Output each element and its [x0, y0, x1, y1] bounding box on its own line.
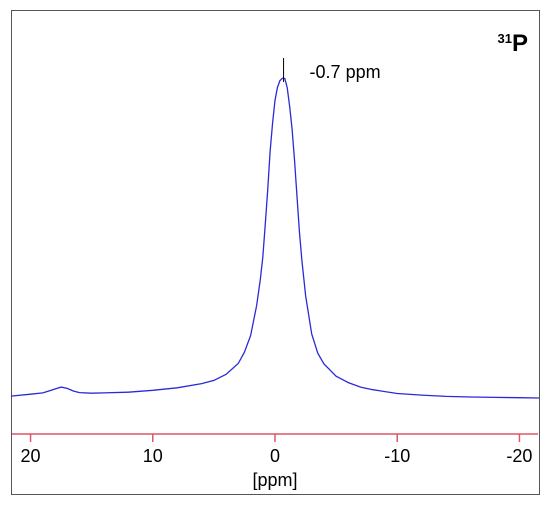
x-tick-label: 10 — [143, 446, 163, 466]
x-tick-label: 20 — [21, 446, 41, 466]
spectrum-trace — [10, 77, 540, 399]
plot-frame — [11, 10, 540, 495]
x-tick-label: 0 — [270, 446, 280, 466]
x-tick-label: -10 — [384, 446, 410, 466]
x-axis-title: [ppm] — [252, 470, 297, 490]
nucleus-mass-number: 31 — [498, 31, 512, 46]
x-tick-label: -20 — [506, 446, 532, 466]
x-axis-ticks: 20 10 0 -10 -20 — [21, 434, 532, 466]
peak-annotation: -0.7 ppm — [310, 62, 381, 82]
nucleus-element: P — [512, 30, 528, 57]
nucleus-label: 31P — [498, 30, 528, 57]
